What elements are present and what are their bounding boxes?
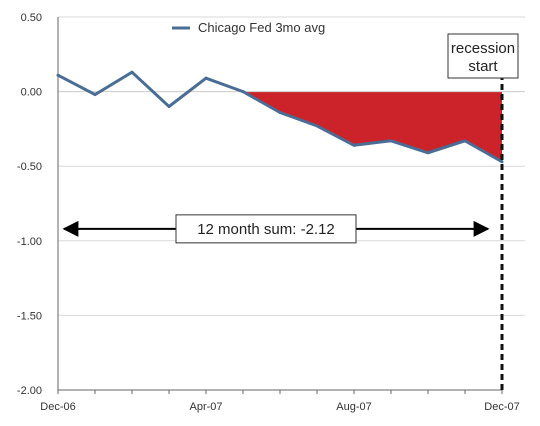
data-point xyxy=(352,143,356,147)
data-point xyxy=(204,76,208,80)
axes: 0.50 0.00 -0.50 -1.00 -1.50 -2.00 Dec-06 Apr-07… xyxy=(17,12,525,413)
x-tick-label: Aug-07 xyxy=(336,401,371,413)
data-point xyxy=(315,124,319,128)
data-point xyxy=(167,105,171,109)
data-point xyxy=(56,73,60,77)
recession-label: recession xyxy=(451,40,515,57)
recession-box xyxy=(447,33,519,79)
fill-area xyxy=(243,91,502,162)
data-point xyxy=(93,93,97,97)
y-tick-label: 0.00 xyxy=(21,87,42,99)
x-tick-label: Apr-07 xyxy=(189,401,222,413)
y-tick-label: -1.50 xyxy=(17,310,42,322)
series xyxy=(56,70,504,164)
sum-label: 12 month sum: -2.12 xyxy=(197,221,335,238)
y-tick-label: -1.00 xyxy=(17,236,42,248)
data-point xyxy=(278,110,282,114)
x-tick-label: Dec-06 xyxy=(40,401,75,413)
sum-box xyxy=(175,214,357,244)
data-point xyxy=(426,151,430,155)
negative-area xyxy=(243,91,502,162)
data-point xyxy=(130,70,134,74)
data-point xyxy=(500,160,504,164)
y-tick-label: -0.50 xyxy=(17,161,42,173)
y-tick-label: -2.00 xyxy=(17,385,42,397)
recession-label: start xyxy=(468,58,498,75)
data-point xyxy=(463,139,467,143)
y-tick-label: 0.50 xyxy=(21,12,42,24)
data-point xyxy=(389,139,393,143)
legend-label: Chicago Fed 3mo avg xyxy=(198,20,325,35)
data-point xyxy=(241,90,245,94)
x-tick-label: Dec-07 xyxy=(484,401,519,413)
legend: Chicago Fed 3mo avg xyxy=(172,20,325,35)
